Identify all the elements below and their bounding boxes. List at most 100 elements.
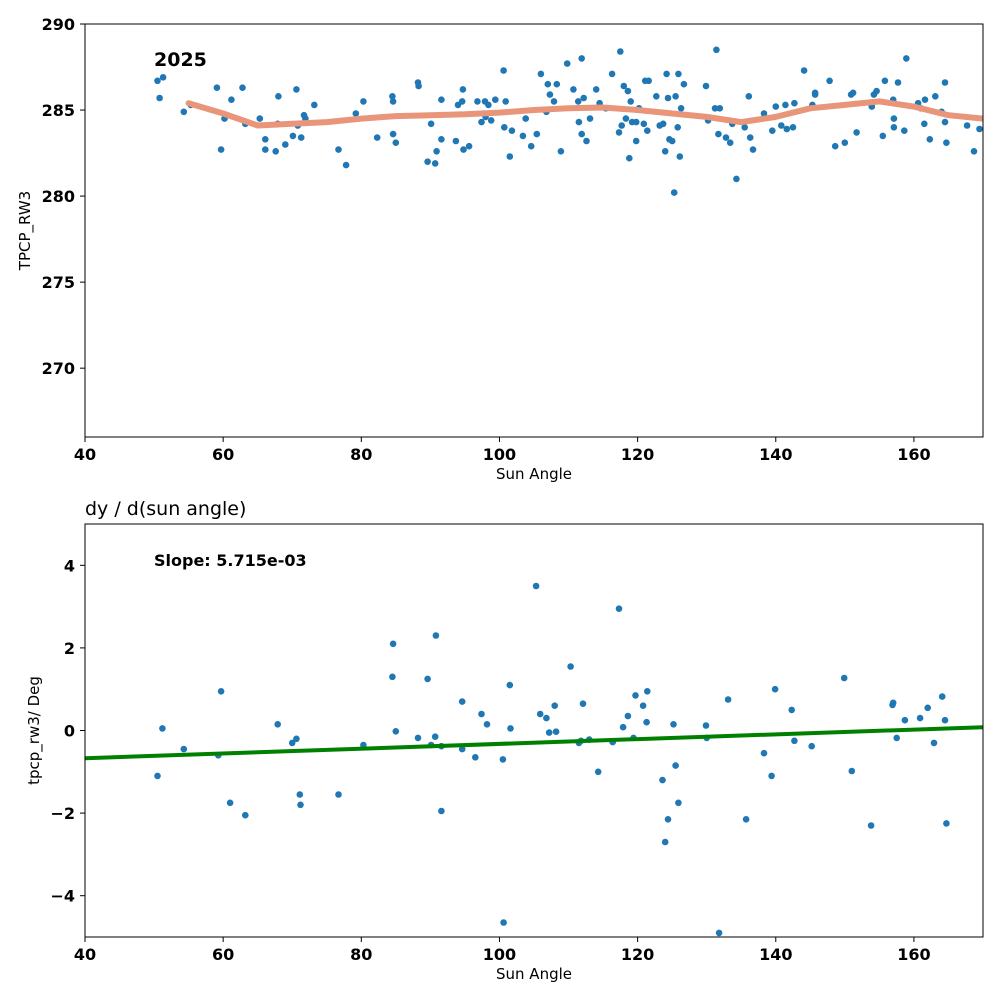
top-data-point: [546, 91, 554, 98]
top-data-point: [438, 136, 445, 143]
bottom-data-point: [335, 791, 342, 798]
top-data-point: [769, 127, 776, 134]
top-data-point: [726, 139, 734, 146]
bottom-data-point: [552, 728, 560, 735]
bottom-data-point: [644, 688, 651, 695]
bottom-data-point: [242, 811, 249, 819]
bottom-data-point: [889, 699, 897, 707]
top-data-point: [154, 77, 161, 85]
top-data-point: [575, 118, 583, 126]
y-tick-label: −2: [50, 804, 75, 823]
bottom-data-point: [288, 739, 296, 747]
top-axes-frame: [84, 23, 984, 438]
top-data-point: [675, 70, 682, 78]
bottom-data-point: [670, 721, 677, 728]
bottom-data-point: [930, 739, 938, 747]
top-data-point: [389, 98, 397, 105]
bottom-data-point: [159, 725, 166, 732]
bottom-x-axis-label: Sun Angle: [496, 965, 572, 983]
bottom-data-point: [624, 712, 632, 720]
top-data-point: [749, 146, 757, 153]
x-tick-label: 160: [897, 445, 930, 464]
bottom-annotation-slope: Slope: 5.715e-03: [154, 551, 307, 570]
top-data-point: [297, 134, 305, 141]
bottom-data-point: [478, 710, 485, 718]
x-tick-label: 40: [74, 945, 96, 964]
top-data-point: [853, 129, 860, 136]
bottom-data-point: [545, 729, 553, 736]
top-data-point: [783, 125, 791, 133]
top-data-point: [502, 98, 510, 105]
top-data-point: [519, 132, 527, 140]
top-data-point: [392, 139, 400, 146]
bottom-data-point: [768, 772, 775, 780]
bottom-data-point: [661, 838, 669, 846]
x-tick-label: 160: [897, 945, 930, 964]
y-tick-label: 275: [42, 273, 75, 292]
top-data-point: [213, 84, 221, 91]
top-data-point: [715, 130, 722, 138]
top-data-point: [256, 115, 264, 122]
bottom-data-point: [414, 734, 422, 742]
top-data-point: [632, 118, 640, 126]
top-data-point: [702, 82, 710, 90]
bottom-data-point: [389, 640, 397, 648]
top-data-point: [782, 101, 789, 109]
x-tick-label: 120: [621, 445, 654, 464]
top-data-point: [620, 82, 628, 90]
top-data-point: [527, 142, 535, 150]
top-data-point: [661, 148, 669, 155]
bottom-data-point: [217, 688, 225, 695]
bottom-data-point: [715, 929, 723, 937]
top-data-point: [943, 139, 950, 146]
top-data-point: [553, 80, 561, 88]
top-data-point: [716, 105, 724, 112]
bottom-y-axis-label: tpcp_rw3/ Deg: [25, 676, 44, 785]
top-data-point: [478, 118, 485, 126]
top-data-point: [352, 110, 360, 117]
top-data-point: [228, 96, 235, 103]
bottom-data-point: [916, 714, 924, 722]
top-x-axis: 40 60 80 100 120 140 160: [74, 437, 931, 464]
top-data-point: [159, 74, 167, 81]
top-data-point: [879, 132, 887, 140]
trend-fit-line: [85, 725, 983, 761]
bottom-panel: 40 60 80 100 120 140 160 −4 −2 0 2 4 Sun Angle tpc…: [25, 498, 984, 983]
top-data-point: [632, 137, 640, 145]
top-data-point: [644, 127, 651, 134]
bottom-data-point: [507, 725, 514, 732]
top-data-point: [485, 101, 492, 109]
x-tick-label: 80: [350, 445, 372, 464]
x-tick-label: 80: [350, 945, 372, 964]
y-tick-label: 285: [42, 101, 75, 120]
top-data-point: [617, 48, 624, 55]
bottom-data-point: [615, 605, 623, 612]
top-data-point: [262, 146, 269, 153]
top-data-point: [508, 127, 516, 134]
bottom-data-point: [567, 663, 574, 670]
top-data-point: [676, 153, 684, 160]
top-data-point: [722, 134, 730, 141]
x-tick-label: 140: [759, 445, 792, 464]
top-data-point: [841, 139, 849, 146]
top-data-point: [544, 80, 552, 88]
y-tick-label: 0: [64, 722, 75, 741]
top-data-point: [618, 122, 625, 129]
top-annotation-year: 2025: [154, 49, 207, 71]
top-data-point: [586, 115, 594, 122]
top-data-point: [452, 137, 460, 145]
top-data-point: [791, 99, 798, 107]
top-data-point: [772, 103, 780, 110]
top-data-point: [778, 122, 785, 129]
top-data-point: [881, 77, 889, 85]
y-tick-label: 2: [64, 639, 75, 658]
bottom-data-point: [664, 816, 672, 823]
bottom-data-point: [632, 692, 639, 699]
top-data-point: [427, 120, 435, 128]
bottom-data-point: [893, 734, 900, 742]
bottom-data-point: [938, 693, 946, 700]
top-data-point: [831, 142, 839, 150]
bottom-data-point: [506, 681, 514, 689]
bottom-data-point: [675, 799, 682, 807]
top-data-point: [677, 105, 685, 112]
